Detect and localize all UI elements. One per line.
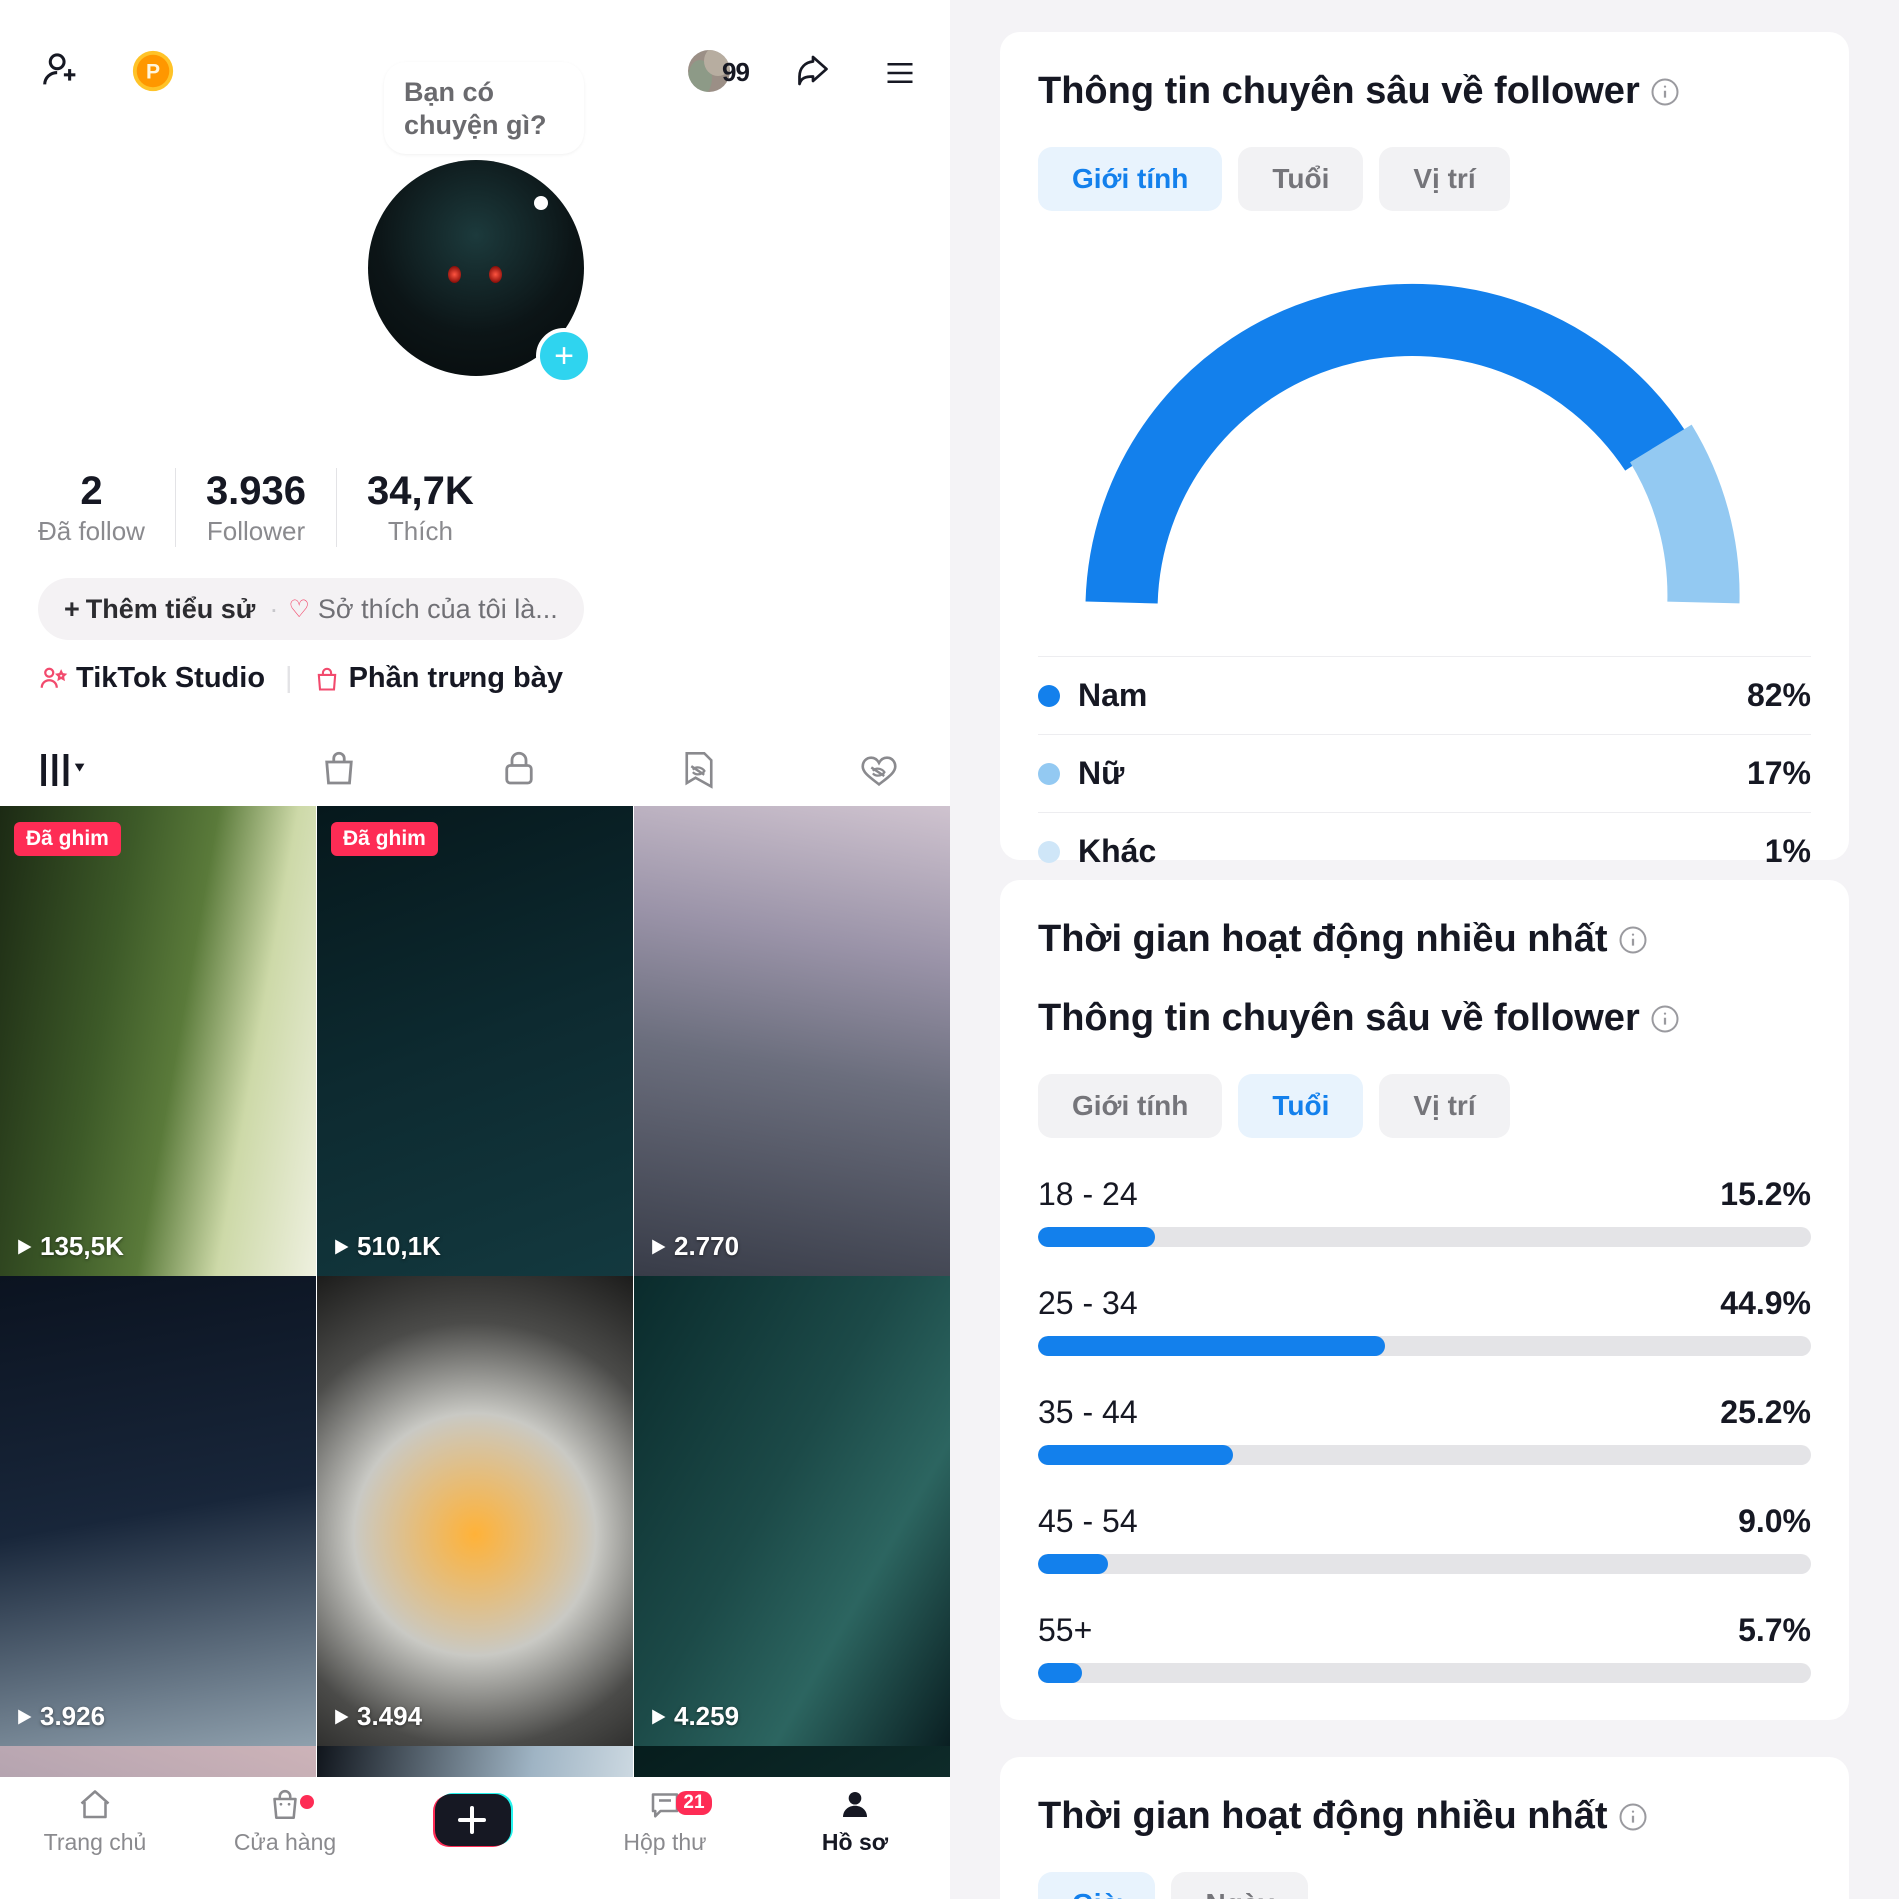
svg-text:P: P <box>146 61 160 84</box>
